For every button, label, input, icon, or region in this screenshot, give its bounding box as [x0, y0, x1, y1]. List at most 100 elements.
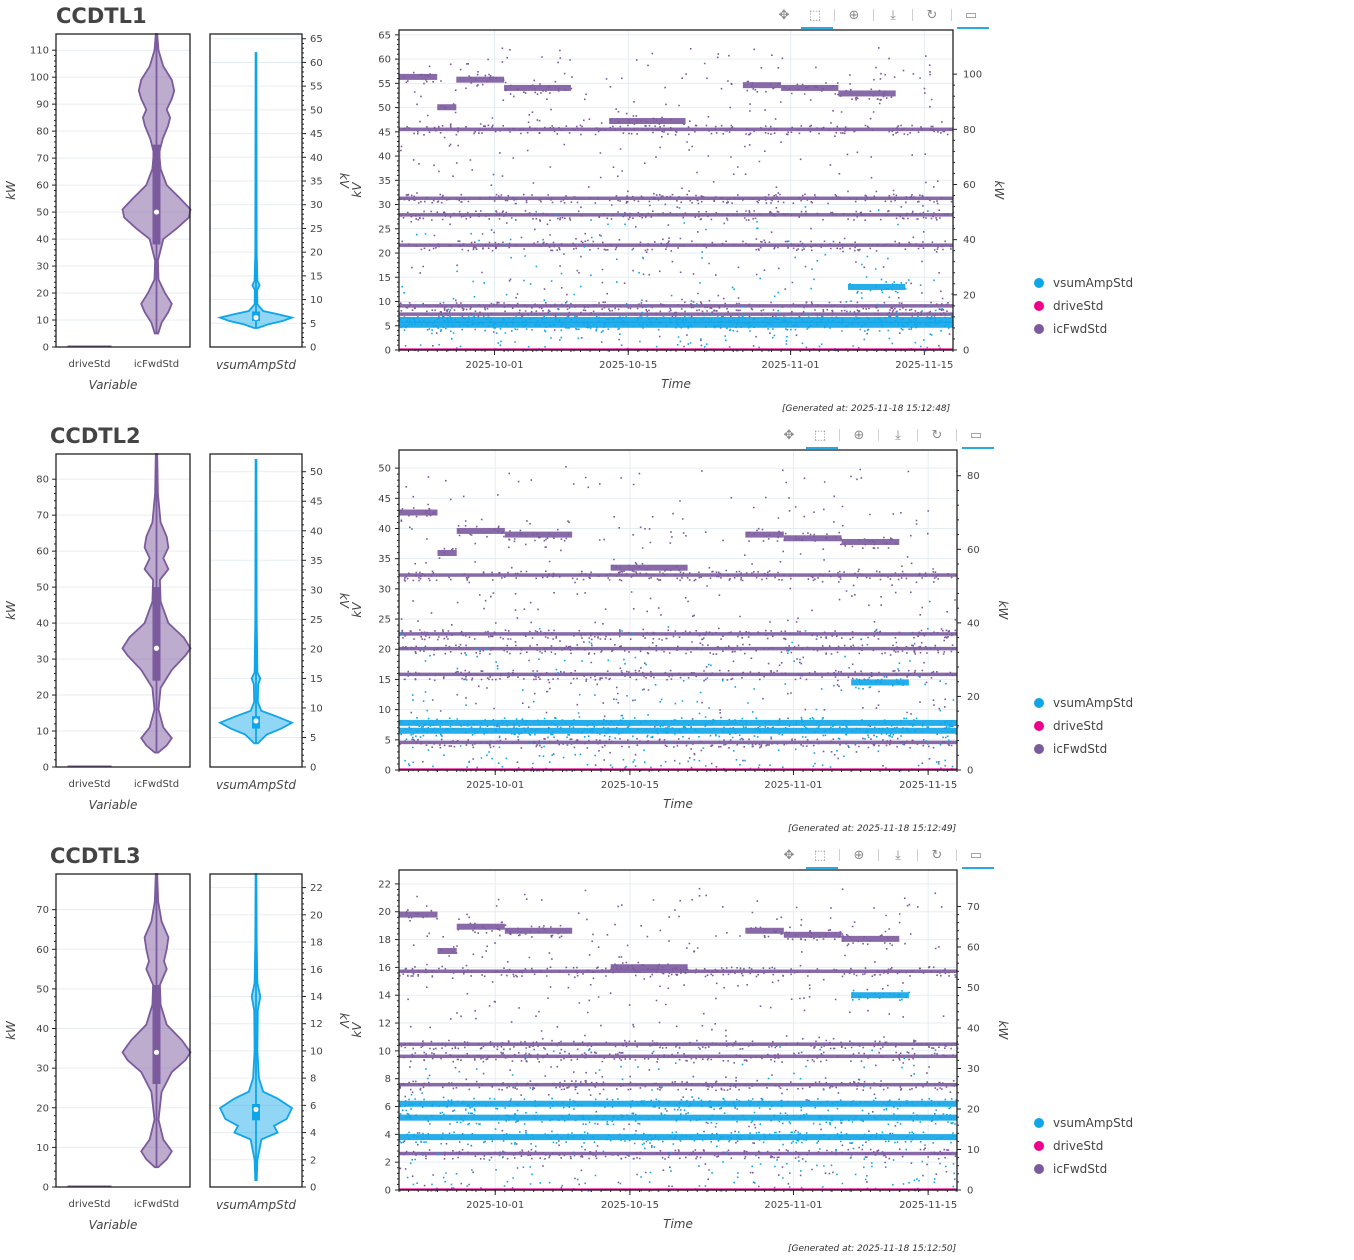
y-left-tick-label: 30 [378, 200, 391, 211]
legend-item-vsumampstd[interactable]: vsumAmpStd [1034, 271, 1133, 294]
scatter-chart[interactable]: 0 5 10 15 20 25 30 35 40 45 50 55 60 65 0 20 40 60 80 100 20… [350, 29, 1006, 391]
pan-icon: ✥ [783, 427, 795, 443]
scatter-chart[interactable]: 0 2 4 6 8 10 12 14 16 18 20 22 0 10 20 30 40 50 60 70 2025-1… [350, 869, 1010, 1231]
legend-item-drivestd[interactable]: driveStd [1034, 714, 1133, 737]
legend-item-icfwdstd[interactable]: icFwdStd [1034, 737, 1133, 760]
x-tick-label: 2025-10-01 [465, 360, 523, 371]
series-band [399, 1114, 957, 1121]
y-tick-label: 15 [310, 271, 323, 282]
y-tick-label: 30 [36, 655, 49, 666]
y-tick-label: 70 [36, 154, 49, 165]
y-right-tick-label: 20 [967, 1104, 980, 1115]
y-left-tick-label: 22 [378, 879, 391, 890]
x-tick-label: 2025-10-15 [601, 1200, 659, 1211]
legend-swatch [1034, 1140, 1044, 1151]
legend-item-icfwdstd[interactable]: icFwdStd [1034, 1157, 1133, 1180]
legend-swatch [1034, 743, 1044, 754]
series-points-jitter [508, 528, 570, 542]
reset-tool-button[interactable]: ↻ [925, 845, 949, 865]
x-tick-label: 2025-11-01 [764, 780, 822, 791]
series-band [437, 549, 457, 556]
y-tick-label: 8 [310, 1074, 316, 1085]
box-zoom-icon: ⬚ [813, 847, 827, 863]
y-tick-label: 35 [310, 556, 323, 567]
y-tick-label: 20 [310, 248, 323, 259]
violin-median-dot [253, 718, 259, 724]
series-points-jitter [403, 669, 954, 681]
pan-tool-button[interactable]: ✥ [777, 425, 801, 445]
y-left-axis-title: kV [350, 602, 364, 618]
y-tick-label: 0 [43, 343, 49, 354]
series-icfwdstd [399, 887, 959, 1190]
reset-icon: ↻ [931, 847, 943, 863]
wheel-zoom-tool-button[interactable]: ⊕ [847, 845, 871, 865]
series-outliers [399, 206, 955, 352]
reset-tool-button[interactable]: ↻ [925, 425, 949, 445]
legend-item-vsumampstd[interactable]: vsumAmpStd [1034, 1111, 1133, 1134]
y-tick-label: 40 [310, 153, 323, 164]
series-band [504, 531, 573, 538]
series-band [851, 992, 909, 999]
x-category-label: driveStd [69, 1199, 111, 1210]
violin-plot-right: 0 5 10 15 20 25 30 35 40 45 50 vsumAmpStd kV [209, 453, 351, 792]
legend-item-drivestd[interactable]: driveStd [1034, 1134, 1133, 1157]
y-tick-label: 30 [310, 200, 323, 211]
y-left-tick-label: 18 [378, 935, 391, 946]
hover-tool-button[interactable]: ▭ [962, 845, 994, 869]
series-icfwdstd [399, 466, 958, 769]
save-tool-button[interactable]: ⤓ [881, 5, 905, 25]
y-tick-label: 10 [310, 295, 323, 306]
y-tick-label: 10 [36, 727, 49, 738]
y-left-tick-label: 40 [378, 524, 391, 535]
y-left-tick-label: 2 [385, 1158, 391, 1169]
y-left-tick-label: 0 [385, 346, 391, 357]
violin-median-dot [253, 1106, 259, 1113]
legend-item-icfwdstd[interactable]: icFwdStd [1034, 317, 1133, 340]
series-points-jitter [400, 724, 957, 739]
wheel-zoom-icon: ⊕ [848, 7, 860, 23]
y-right-tick-label: 0 [963, 346, 969, 357]
y-left-tick-label: 5 [385, 735, 391, 746]
series-points-jitter [844, 536, 897, 550]
pan-tool-button[interactable]: ✥ [772, 5, 796, 25]
save-tool-button[interactable]: ⤓ [886, 845, 910, 865]
panel-ccdtl3: CCDTL3 0 10 20 30 40 50 60 70 driveStd icFwdStd Var… [0, 840, 1354, 1260]
legend-item-vsumampstd[interactable]: vsumAmpStd [1034, 691, 1133, 714]
x-axis-title: Time [663, 1217, 693, 1231]
y-tick-label: 55 [310, 82, 323, 93]
y-left-tick-label: 20 [378, 645, 391, 656]
hover-tool-button[interactable]: ▭ [957, 5, 989, 29]
y-left-tick-label: 30 [378, 584, 391, 595]
toolbar-separator [839, 849, 840, 861]
box-zoom-tool-button[interactable]: ⬚ [806, 845, 838, 869]
y-right-axis-title: kW [996, 1021, 1010, 1041]
series-points-jitter [400, 716, 959, 731]
series-band [781, 84, 839, 91]
pan-tool-button[interactable]: ✥ [777, 845, 801, 865]
plot-frame [398, 869, 958, 1191]
panel-title: CCDTL2 [50, 424, 141, 448]
wheel-zoom-tool-button[interactable]: ⊕ [842, 5, 866, 25]
reset-tool-button[interactable]: ↻ [920, 5, 944, 25]
box-zoom-tool-button[interactable]: ⬚ [806, 425, 838, 449]
y-tick-label: 70 [36, 511, 49, 522]
y-right-tick-label: 0 [967, 1186, 973, 1197]
chart-toolbar: ✥ ⬚ ⊕ ⤓ ↻ ▭ [772, 4, 990, 29]
box-zoom-tool-button[interactable]: ⬚ [801, 5, 833, 29]
y-left-tick-label: 65 [378, 30, 391, 41]
plot-frame [55, 873, 191, 1188]
wheel-zoom-tool-button[interactable]: ⊕ [847, 425, 871, 445]
save-tool-button[interactable]: ⤓ [886, 425, 910, 445]
y-tick-label: 5 [310, 733, 316, 744]
hover-tool-button[interactable]: ▭ [962, 425, 994, 449]
legend-label: driveStd [1053, 1138, 1104, 1153]
series-vsumampstd [399, 206, 955, 352]
scatter-chart[interactable]: 0 5 10 15 20 25 30 35 40 45 50 0 20 40 60 80 2025-10-01 2… [350, 449, 1010, 811]
y-right-tick-label: 80 [963, 125, 976, 136]
toolbar-separator [878, 849, 879, 861]
y-tick-label: 50 [310, 105, 323, 116]
x-axis-title: Variable [89, 798, 138, 812]
legend-item-drivestd[interactable]: driveStd [1034, 294, 1133, 317]
y-right-tick-label: 80 [967, 471, 980, 482]
